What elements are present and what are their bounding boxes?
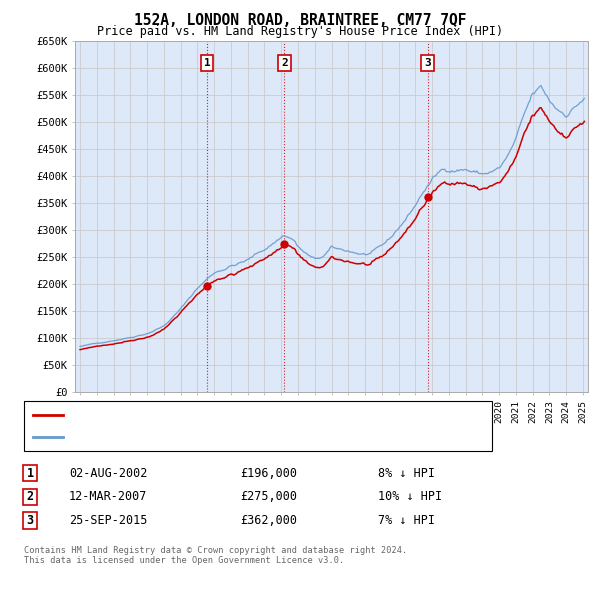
Text: Price paid vs. HM Land Registry's House Price Index (HPI): Price paid vs. HM Land Registry's House … [97,25,503,38]
Text: £196,000: £196,000 [240,467,297,480]
Text: 10% ↓ HPI: 10% ↓ HPI [378,490,442,503]
Text: Contains HM Land Registry data © Crown copyright and database right 2024.: Contains HM Land Registry data © Crown c… [24,546,407,555]
Text: 12-MAR-2007: 12-MAR-2007 [69,490,148,503]
Text: 2: 2 [281,58,288,68]
Text: £275,000: £275,000 [240,490,297,503]
Text: 7% ↓ HPI: 7% ↓ HPI [378,514,435,527]
Text: 8% ↓ HPI: 8% ↓ HPI [378,467,435,480]
Text: 152A, LONDON ROAD, BRAINTREE, CM77 7QF: 152A, LONDON ROAD, BRAINTREE, CM77 7QF [134,13,466,28]
Text: 152A, LONDON ROAD, BRAINTREE, CM77 7QF (detached house): 152A, LONDON ROAD, BRAINTREE, CM77 7QF (… [69,410,413,420]
Text: 1: 1 [26,467,34,480]
Text: 3: 3 [26,514,34,527]
Text: 02-AUG-2002: 02-AUG-2002 [69,467,148,480]
Text: £362,000: £362,000 [240,514,297,527]
Text: HPI: Average price, detached house, Braintree: HPI: Average price, detached house, Brai… [69,432,350,442]
Text: 25-SEP-2015: 25-SEP-2015 [69,514,148,527]
Text: 1: 1 [204,58,211,68]
Text: 3: 3 [424,58,431,68]
Text: 2: 2 [26,490,34,503]
Text: This data is licensed under the Open Government Licence v3.0.: This data is licensed under the Open Gov… [24,556,344,565]
